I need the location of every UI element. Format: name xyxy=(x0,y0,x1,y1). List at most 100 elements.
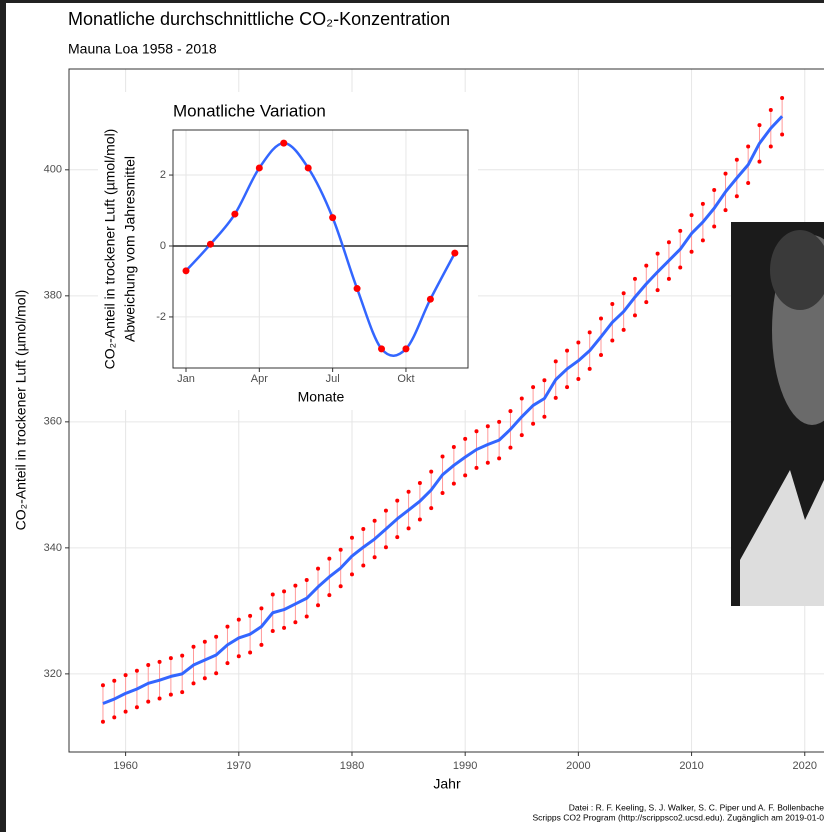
data-point xyxy=(746,181,750,185)
data-point xyxy=(146,663,150,667)
data-point xyxy=(757,123,761,127)
data-point xyxy=(327,593,331,597)
data-point xyxy=(418,518,422,522)
data-point xyxy=(112,679,116,683)
data-point xyxy=(158,696,162,700)
data-point xyxy=(361,563,365,567)
data-point xyxy=(339,548,343,552)
x-tick-label: 2000 xyxy=(566,760,590,772)
data-point xyxy=(305,578,309,582)
data-point xyxy=(610,302,614,306)
data-point xyxy=(757,160,761,164)
data-point xyxy=(531,422,535,426)
data-point xyxy=(769,108,773,112)
chart: 3203403603804001960197019801990200020102… xyxy=(0,0,824,832)
data-point xyxy=(724,172,728,176)
data-point xyxy=(169,693,173,697)
data-point xyxy=(712,188,716,192)
y-tick-label: 340 xyxy=(44,542,62,554)
data-point xyxy=(678,229,682,233)
data-point xyxy=(339,584,343,588)
data-point xyxy=(350,536,354,540)
data-point xyxy=(237,618,241,622)
data-point xyxy=(271,592,275,596)
data-point xyxy=(542,378,546,382)
data-point xyxy=(633,313,637,317)
x-tick-label: Jan xyxy=(177,373,195,385)
data-point xyxy=(231,211,238,218)
data-point xyxy=(169,656,173,660)
data-point xyxy=(259,606,263,610)
data-point xyxy=(486,424,490,428)
y-tick-label: 0 xyxy=(160,240,166,252)
data-point xyxy=(384,545,388,549)
data-point xyxy=(565,385,569,389)
data-point xyxy=(769,144,773,148)
data-point xyxy=(135,705,139,709)
chart-title: Monatliche durchschnittliche CO₂-Konzent… xyxy=(68,9,450,29)
data-point xyxy=(192,681,196,685)
data-point xyxy=(101,720,105,724)
data-point xyxy=(248,614,252,618)
data-point xyxy=(271,629,275,633)
data-point xyxy=(361,527,365,531)
data-point xyxy=(259,643,263,647)
data-point xyxy=(192,645,196,649)
data-point xyxy=(452,445,456,449)
data-point xyxy=(354,285,361,292)
page: 3203403603804001960197019801990200020102… xyxy=(0,0,824,832)
data-point xyxy=(497,420,501,424)
data-point xyxy=(124,710,128,714)
data-point xyxy=(429,470,433,474)
data-point xyxy=(508,446,512,450)
data-point xyxy=(441,454,445,458)
data-point xyxy=(565,349,569,353)
data-point xyxy=(576,340,580,344)
data-point xyxy=(497,456,501,460)
data-point xyxy=(667,240,671,244)
x-axis-title: Jahr xyxy=(433,776,461,792)
source-note: Scripps CO2 Program (http://scrippsco2.u… xyxy=(533,812,824,822)
data-point xyxy=(622,328,626,332)
x-tick-label: Jul xyxy=(326,373,340,385)
inset-y-axis-title: CO₂-Anteil in trockener Luft (µmol/mol) xyxy=(102,129,118,370)
y-tick-label: 360 xyxy=(44,416,62,428)
data-point xyxy=(427,296,434,303)
data-point xyxy=(463,473,467,477)
data-point xyxy=(402,345,409,352)
x-tick-label: Okt xyxy=(397,373,414,385)
data-point xyxy=(373,519,377,523)
data-point xyxy=(678,265,682,269)
data-point xyxy=(214,671,218,675)
data-point xyxy=(644,264,648,268)
y-tick-label: 320 xyxy=(44,668,62,680)
data-point xyxy=(158,660,162,664)
data-point xyxy=(373,555,377,559)
inset-x-axis-title: Monate xyxy=(298,389,345,405)
data-point xyxy=(203,676,207,680)
data-point xyxy=(256,164,263,171)
x-tick-label: 1970 xyxy=(227,760,251,772)
data-point xyxy=(531,385,535,389)
data-point xyxy=(378,345,385,352)
data-point xyxy=(183,267,190,274)
inset-panel xyxy=(173,130,468,368)
data-point xyxy=(327,557,331,561)
y-tick-label: 2 xyxy=(160,169,166,181)
data-point xyxy=(101,683,105,687)
data-point xyxy=(690,213,694,217)
data-point xyxy=(508,409,512,413)
data-point xyxy=(305,164,312,171)
data-point xyxy=(724,208,728,212)
data-point xyxy=(248,650,252,654)
data-point xyxy=(656,288,660,292)
data-point xyxy=(746,144,750,148)
data-point xyxy=(644,300,648,304)
data-point xyxy=(135,669,139,673)
data-point xyxy=(656,252,660,256)
x-tick-label: 2010 xyxy=(679,760,703,772)
data-point xyxy=(520,433,524,437)
x-tick-label: 1960 xyxy=(113,760,137,772)
inset-y-axis-title: Abweichung vom Jahresmittel xyxy=(122,156,138,342)
data-point xyxy=(316,567,320,571)
